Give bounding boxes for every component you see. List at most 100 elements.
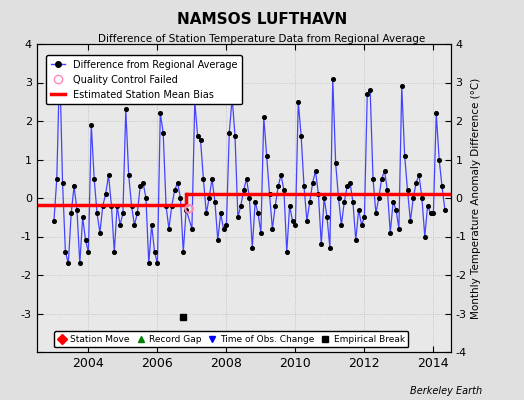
Point: [340, 199, 348, 205]
Point: [398, 83, 406, 90]
Point: [406, 218, 414, 224]
Text: NAMSOS LUFTHAVN: NAMSOS LUFTHAVN: [177, 12, 347, 27]
Point: [202, 210, 211, 217]
Point: [193, 133, 202, 140]
Text: Difference of Station Temperature Data from Regional Average: Difference of Station Temperature Data f…: [99, 34, 425, 44]
Point: [268, 226, 277, 232]
Point: [372, 210, 380, 217]
Point: [311, 168, 320, 174]
Point: [432, 110, 441, 116]
Point: [383, 187, 391, 194]
Point: [147, 222, 156, 228]
Point: [176, 195, 184, 201]
Point: [64, 260, 72, 267]
Point: [61, 249, 70, 255]
Point: [185, 206, 193, 212]
Point: [168, 202, 176, 209]
Point: [150, 249, 159, 255]
Point: [332, 160, 340, 166]
Point: [196, 137, 205, 144]
Point: [251, 199, 259, 205]
Point: [343, 183, 351, 190]
Point: [50, 218, 58, 224]
Point: [70, 183, 78, 190]
Point: [110, 249, 118, 255]
Point: [300, 183, 308, 190]
Point: [170, 187, 179, 194]
Point: [199, 176, 208, 182]
Point: [237, 202, 245, 209]
Point: [438, 183, 446, 190]
Point: [291, 222, 300, 228]
Point: [360, 214, 368, 220]
Point: [216, 210, 225, 217]
Point: [294, 98, 302, 105]
Point: [87, 122, 95, 128]
Point: [104, 172, 113, 178]
Point: [93, 210, 101, 217]
Point: [99, 202, 107, 209]
Point: [392, 206, 400, 213]
Point: [314, 191, 323, 197]
Point: [375, 195, 383, 201]
Point: [214, 237, 222, 244]
Point: [352, 237, 360, 244]
Point: [133, 210, 141, 217]
Point: [182, 206, 190, 213]
Point: [389, 199, 397, 205]
Point: [113, 202, 122, 209]
Legend: Station Move, Record Gap, Time of Obs. Change, Empirical Break: Station Move, Record Gap, Time of Obs. C…: [54, 331, 408, 348]
Point: [156, 110, 165, 116]
Point: [403, 187, 412, 194]
Point: [90, 176, 99, 182]
Point: [274, 183, 282, 190]
Point: [130, 222, 139, 228]
Point: [418, 195, 426, 201]
Point: [271, 202, 279, 209]
Point: [139, 179, 147, 186]
Point: [102, 191, 110, 197]
Point: [323, 214, 331, 220]
Point: [309, 179, 317, 186]
Point: [369, 176, 377, 182]
Point: [329, 76, 337, 82]
Point: [259, 114, 268, 120]
Point: [288, 218, 297, 224]
Point: [239, 187, 248, 194]
Point: [409, 195, 418, 201]
Point: [136, 183, 144, 190]
Point: [286, 202, 294, 209]
Point: [297, 133, 305, 140]
Point: [363, 91, 372, 97]
Point: [357, 222, 366, 228]
Point: [242, 176, 250, 182]
Point: [222, 222, 231, 228]
Point: [165, 226, 173, 232]
Point: [211, 199, 219, 205]
Point: [125, 172, 133, 178]
Point: [145, 260, 153, 267]
Point: [220, 226, 228, 232]
Point: [245, 195, 254, 201]
Point: [395, 226, 403, 232]
Point: [205, 195, 213, 201]
Point: [173, 179, 182, 186]
Point: [162, 202, 170, 209]
Point: [348, 199, 357, 205]
Point: [119, 210, 127, 217]
Point: [427, 210, 435, 217]
Point: [179, 249, 188, 255]
Point: [153, 260, 161, 267]
Point: [346, 179, 354, 186]
Point: [159, 129, 167, 136]
Point: [277, 172, 285, 178]
Point: [81, 237, 90, 244]
Point: [282, 249, 291, 255]
Point: [73, 206, 81, 213]
Point: [58, 179, 67, 186]
Point: [188, 226, 196, 232]
Point: [107, 202, 116, 209]
Point: [75, 260, 84, 267]
Point: [265, 191, 274, 197]
Point: [122, 106, 130, 113]
